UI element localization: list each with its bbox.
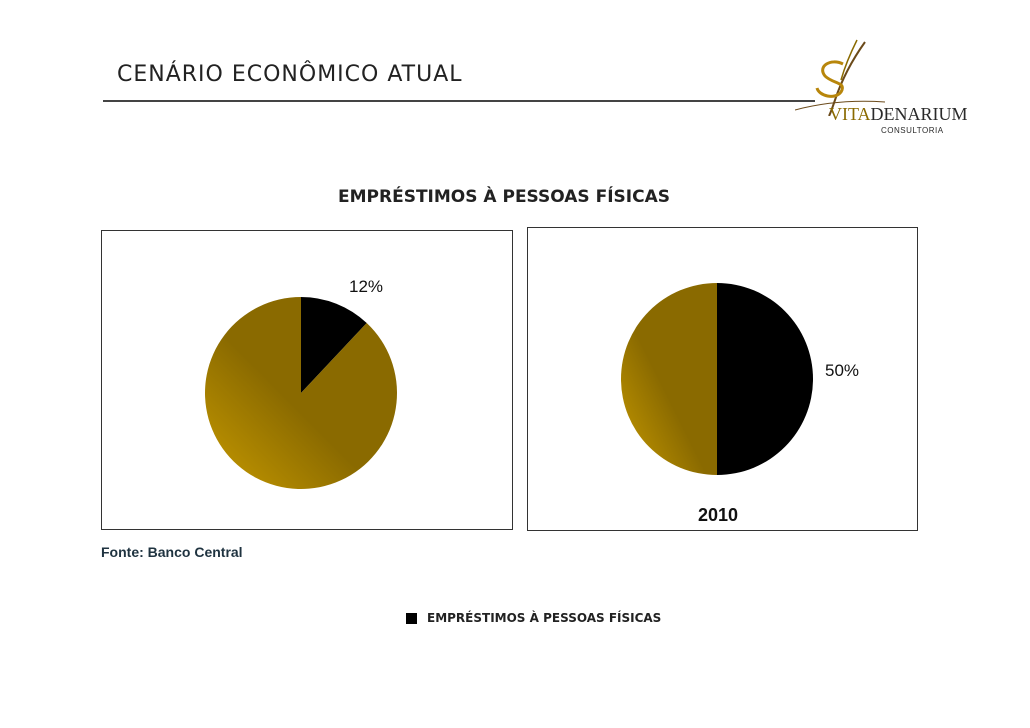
pie-slice-loans bbox=[301, 297, 367, 393]
pie-chart-right: 50% 2010 bbox=[527, 227, 918, 531]
legend-swatch-loans bbox=[406, 612, 417, 624]
legend-label-loans: EMPRÉSTIMOS À PESSOAS FÍSICAS bbox=[427, 611, 662, 625]
logo-wordmark: VITADENARIUM bbox=[829, 104, 968, 124]
pie-left-svg bbox=[205, 297, 397, 489]
source-note: Fonte: Banco Central bbox=[101, 544, 243, 560]
pie-chart-left: 12% bbox=[101, 230, 513, 530]
company-logo: VITADENARIUM CONSULTORIA bbox=[794, 36, 968, 146]
page-title: CENÁRIO ECONÔMICO ATUAL bbox=[117, 62, 463, 87]
header-divider bbox=[103, 100, 815, 102]
slice-label-loans: 12% bbox=[349, 277, 384, 296]
slice-label-loans: 50% bbox=[825, 361, 860, 380]
logo-mark-icon bbox=[794, 39, 886, 117]
logo-subtitle: CONSULTORIA bbox=[881, 126, 944, 135]
chart-title: EMPRÉSTIMOS À PESSOAS FÍSICAS bbox=[338, 187, 670, 207]
year-label: 2010 bbox=[698, 505, 739, 525]
chart-legend: EMPRÉSTIMOS À PESSOAS FÍSICAS bbox=[406, 611, 661, 625]
pie-right-svg bbox=[621, 283, 813, 475]
pie-slice-loans bbox=[717, 283, 813, 475]
pie-slice-other bbox=[621, 283, 717, 475]
pie-slice-other bbox=[205, 297, 397, 489]
